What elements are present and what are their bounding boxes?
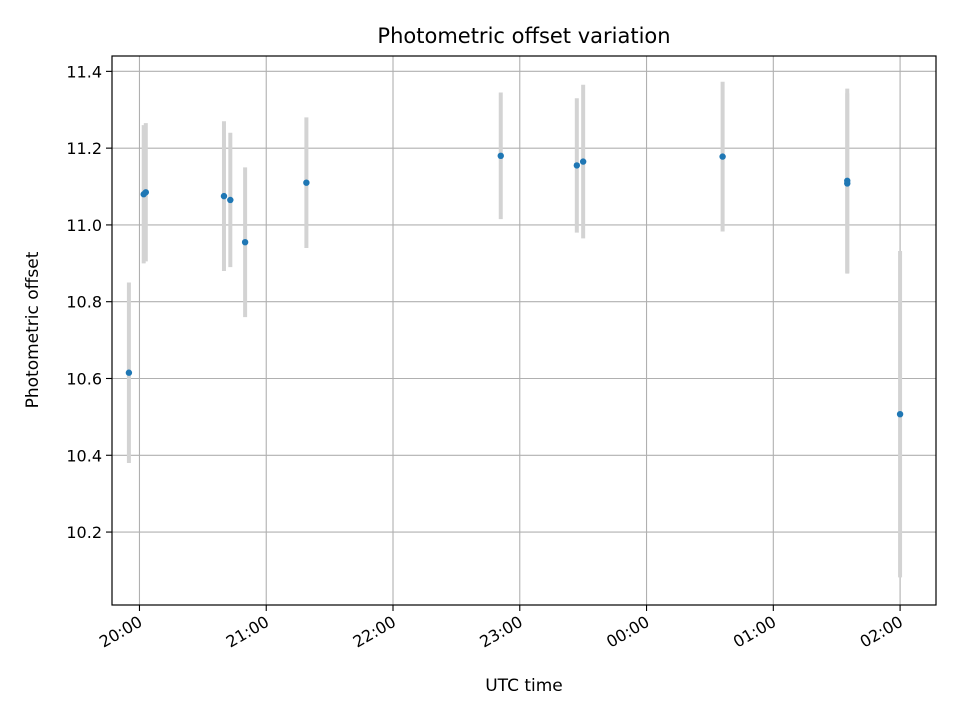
data-points [125, 152, 904, 418]
y-tick-label: 10.4 [66, 446, 102, 465]
y-tick-label: 10.2 [66, 523, 102, 542]
plot-area-frame [111, 55, 937, 606]
y-tick-label: 11.2 [66, 139, 102, 158]
x-tick-label: 02:00 [857, 612, 906, 652]
y-tick-label: 10.8 [66, 293, 102, 312]
data-point [125, 369, 133, 376]
y-axis-ticks: 10.2 10.4 10.6 10.8 11.0 11.2 11.4 [66, 62, 112, 542]
x-axis-ticks: 20:00 21:00 22:00 23:00 00:00 01:00 02:00 [96, 605, 906, 652]
x-axis-label: UTC time [485, 676, 563, 696]
y-tick-label: 11.4 [66, 62, 102, 81]
data-point [227, 196, 234, 204]
data-point [241, 238, 249, 246]
data-point [719, 153, 726, 160]
data-point [497, 152, 504, 160]
x-tick-label: 22:00 [350, 612, 399, 652]
grid-lines [112, 56, 936, 605]
data-point [142, 189, 150, 196]
y-tick-label: 10.6 [66, 369, 102, 388]
x-tick-label: 21:00 [223, 612, 272, 652]
y-axis-label: Photometric offset [23, 251, 43, 408]
x-tick-label: 01:00 [730, 612, 779, 652]
error-bars [126, 81, 903, 578]
data-point [579, 158, 587, 165]
y-tick-label: 11.0 [66, 216, 102, 235]
x-tick-label: 00:00 [603, 612, 652, 652]
data-point [896, 410, 904, 418]
x-tick-label: 20:00 [96, 612, 145, 652]
data-point [844, 180, 851, 187]
data-point [220, 192, 228, 200]
data-point [573, 162, 581, 169]
x-tick-label: 23:00 [476, 612, 525, 652]
chart-title: Photometric offset variation [377, 24, 670, 48]
data-point [303, 179, 310, 186]
